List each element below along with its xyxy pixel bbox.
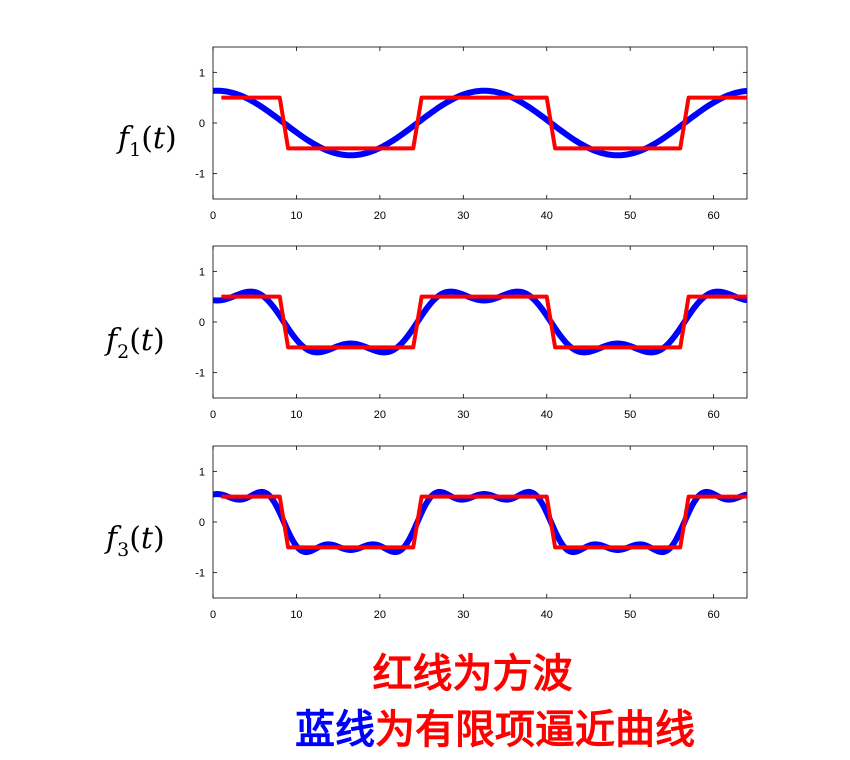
x-tick-label: 30 (457, 609, 469, 621)
x-tick-label: 30 (457, 210, 469, 222)
caption-approx-curve: 为有限项逼近曲线 (375, 707, 695, 753)
x-tick-label: 20 (374, 409, 386, 421)
plot-3-axes-box (212, 445, 748, 599)
square-wave-line (221, 95, 747, 151)
caption-line-1: 红线为方波 (0, 650, 850, 698)
y-tick-label: 0 (199, 317, 205, 329)
x-tick-label: 20 (374, 609, 386, 621)
approximation-curve (213, 87, 747, 159)
x-tick-label: 60 (708, 409, 720, 421)
x-tick-label: 60 (708, 609, 720, 621)
approximation-curve (213, 288, 747, 356)
caption-line-2: 蓝线为有限项逼近曲线 (0, 706, 850, 754)
x-tick-label: 50 (624, 609, 636, 621)
x-tick-label: 0 (210, 409, 216, 421)
x-tick-label: 50 (624, 210, 636, 222)
y-tick-label: -1 (195, 368, 205, 380)
ylabel-2: f2(t) (104, 323, 165, 363)
caption-square-wave: 红线为方波 (372, 651, 573, 697)
y-tick-label: 1 (199, 466, 205, 478)
ylabel-1: f1(t) (116, 121, 177, 161)
y-tick-label: 0 (199, 118, 205, 130)
approximation-curve (213, 488, 747, 556)
x-tick-label: 0 (210, 609, 216, 621)
square-wave-line (221, 494, 747, 550)
plot-1-axes-box (212, 46, 748, 200)
plot-2-axes-box (212, 245, 748, 399)
y-tick-label: -1 (195, 169, 205, 181)
ylabel-3: f3(t) (104, 521, 165, 561)
x-tick-label: 10 (290, 409, 302, 421)
x-tick-label: 50 (624, 409, 636, 421)
x-tick-label: 10 (290, 609, 302, 621)
x-tick-label: 40 (541, 210, 553, 222)
caption-blue-line: 蓝线 (295, 707, 375, 753)
y-tick-label: 0 (199, 517, 205, 529)
x-tick-label: 20 (374, 210, 386, 222)
y-tick-label: 1 (199, 67, 205, 79)
x-tick-label: 0 (210, 210, 216, 222)
x-tick-label: 10 (290, 210, 302, 222)
y-tick-label: -1 (195, 568, 205, 580)
x-tick-label: 40 (541, 609, 553, 621)
x-tick-label: 40 (541, 409, 553, 421)
y-tick-label: 1 (199, 266, 205, 278)
square-wave-line (221, 294, 747, 350)
x-tick-label: 60 (708, 210, 720, 222)
x-tick-label: 30 (457, 409, 469, 421)
